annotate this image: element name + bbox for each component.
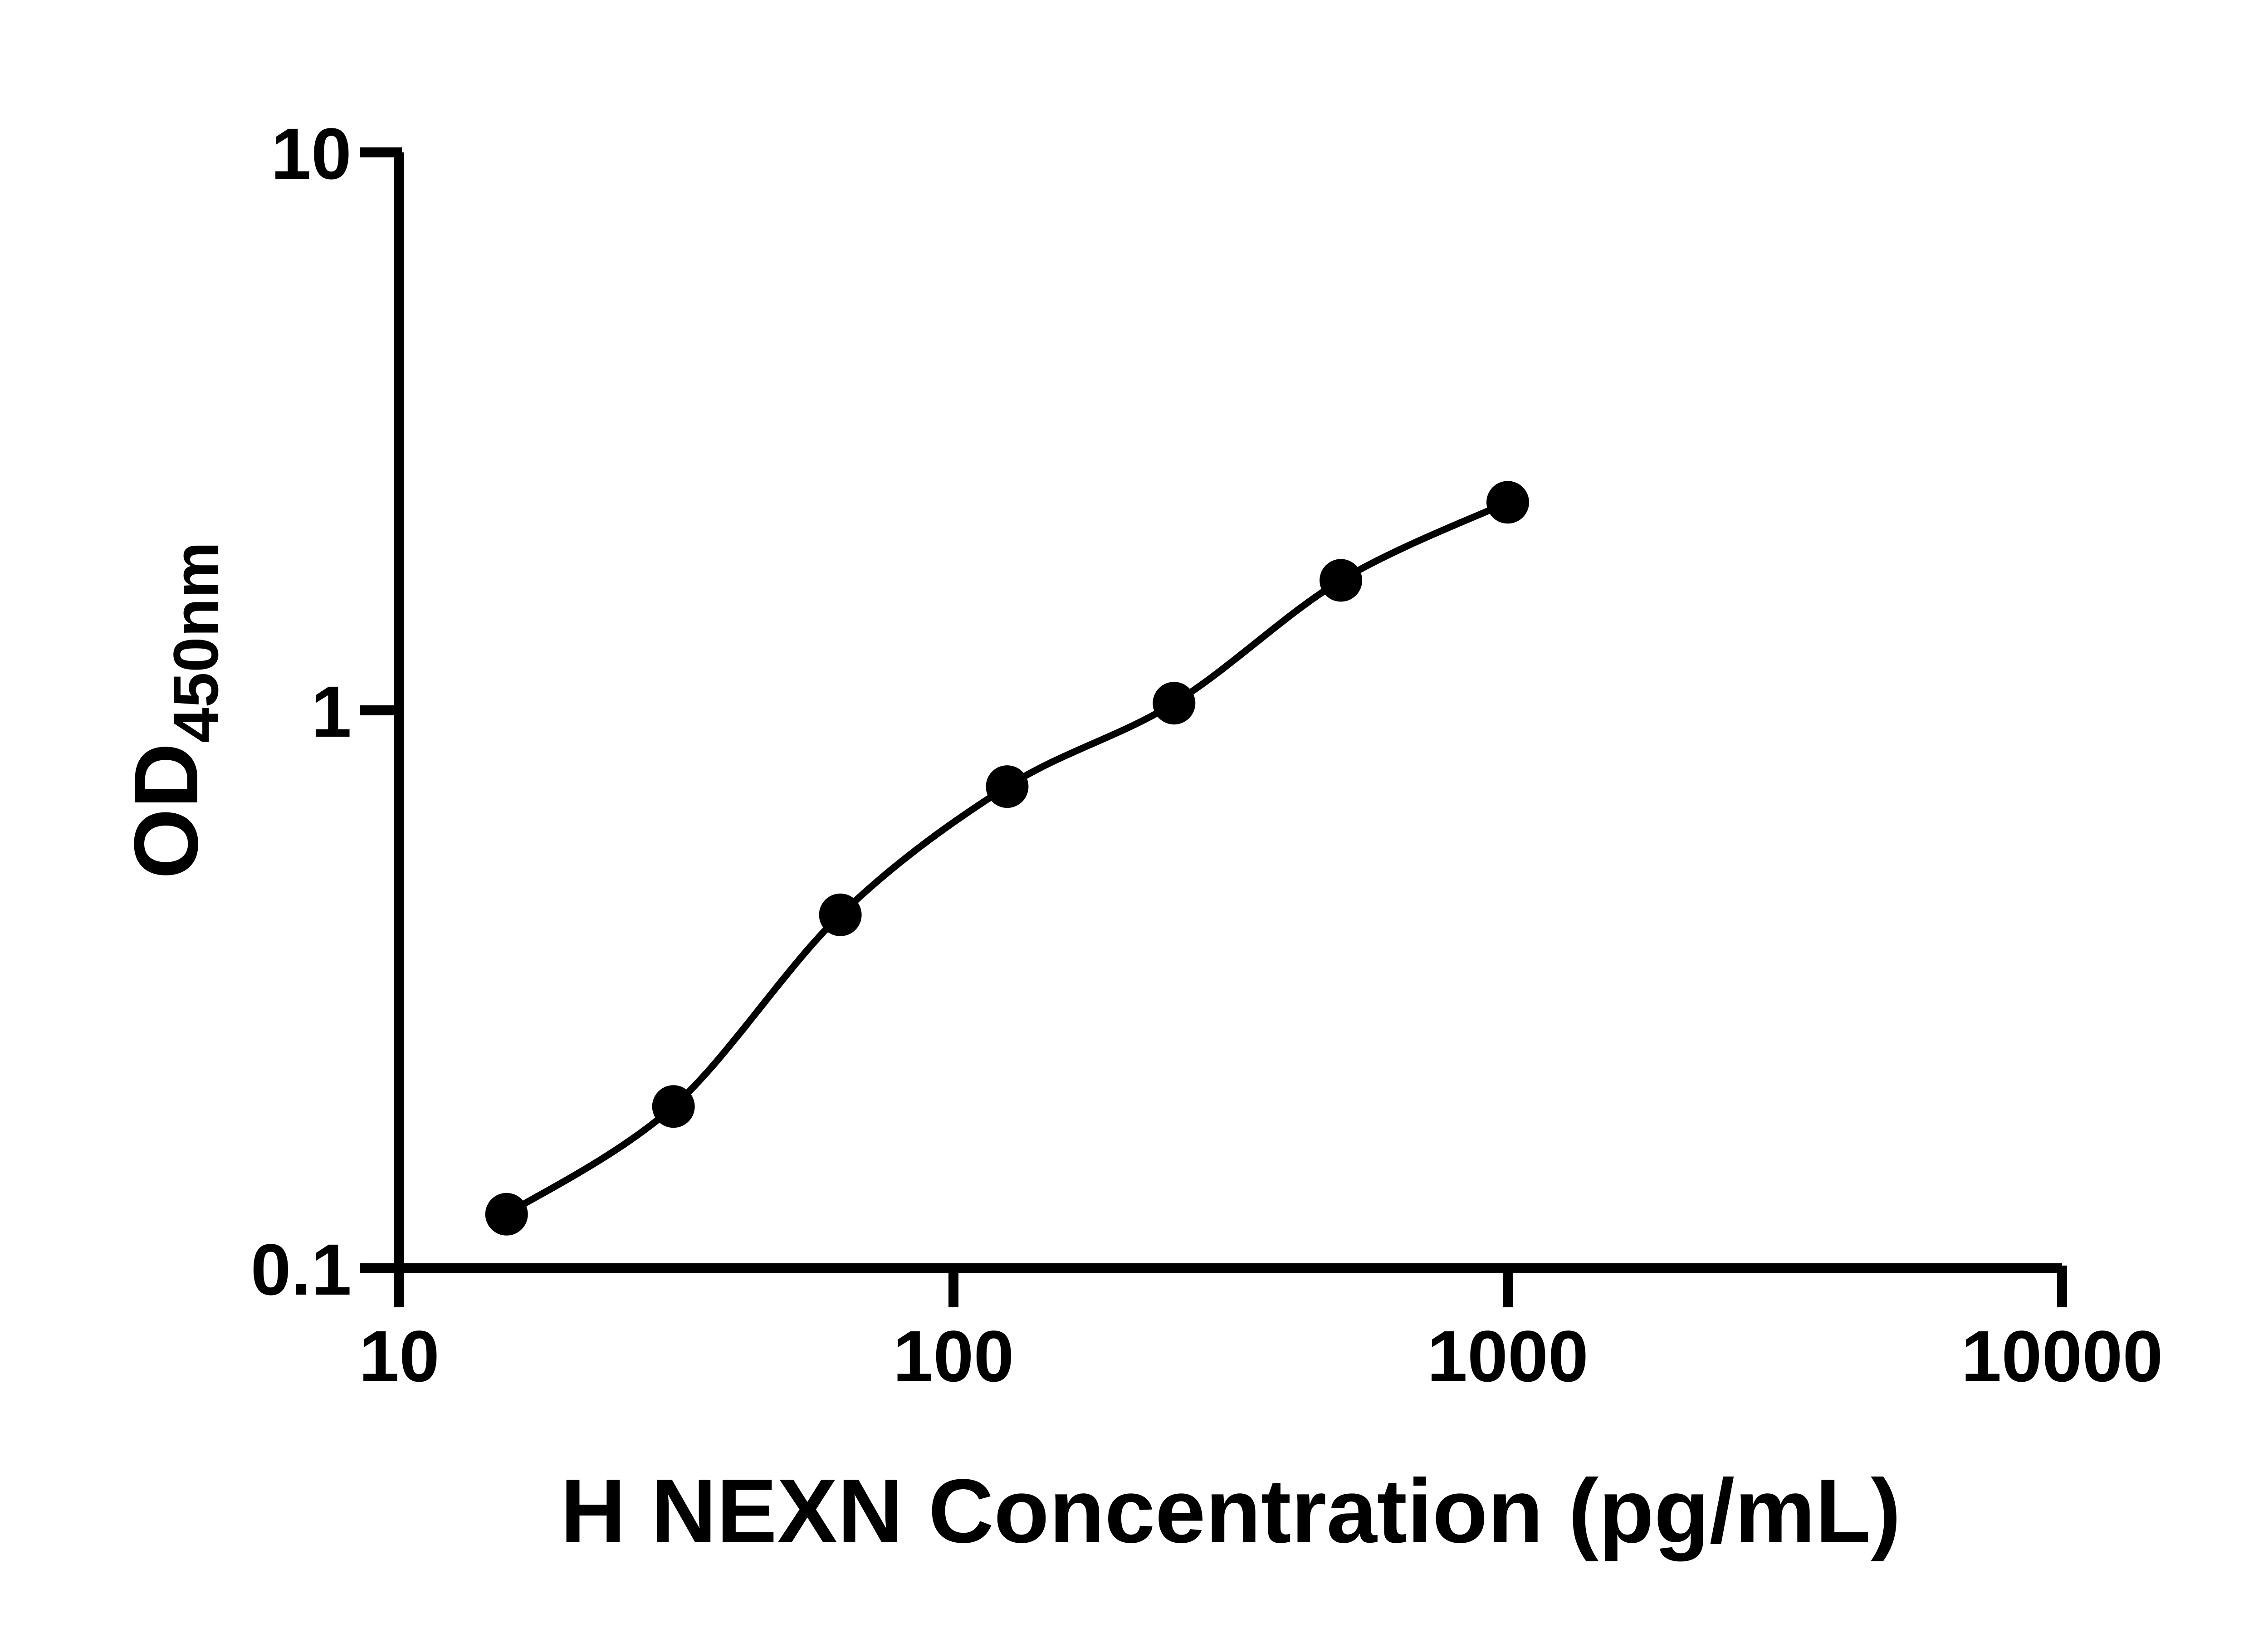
- data-points: [485, 481, 1529, 1236]
- data-point-marker: [1320, 559, 1363, 602]
- y-tick-label: 10: [271, 113, 352, 194]
- data-point-marker: [1486, 481, 1529, 524]
- x-tick-label: 1000: [1427, 1315, 1589, 1397]
- x-tick-label: 10: [359, 1315, 440, 1397]
- x-tick-label: 10000: [1961, 1315, 2163, 1397]
- x-axis-ticks: [394, 1266, 2067, 1307]
- x-axis-title: H NEXN Concentration (pg/mL): [560, 1461, 1901, 1562]
- y-axis-title-main: OD: [116, 743, 217, 879]
- x-tick-label: 100: [893, 1315, 1014, 1397]
- y-tick-label: 1: [311, 671, 352, 752]
- data-point-marker: [485, 1193, 528, 1236]
- data-point-marker: [652, 1085, 695, 1128]
- y-axis-tick-labels: 10 1 0.1: [251, 113, 352, 1310]
- y-tick-label: 0.1: [251, 1229, 352, 1310]
- data-point-marker: [986, 765, 1029, 808]
- axis-lines: [394, 152, 2062, 1273]
- y-axis-title-subscript: 450nm: [160, 542, 231, 743]
- data-point-marker: [1153, 682, 1196, 725]
- x-axis-tick-labels: 10 100 1000 10000: [359, 1315, 2163, 1397]
- data-point-marker: [819, 893, 862, 936]
- y-axis-title: OD450nm: [116, 542, 231, 879]
